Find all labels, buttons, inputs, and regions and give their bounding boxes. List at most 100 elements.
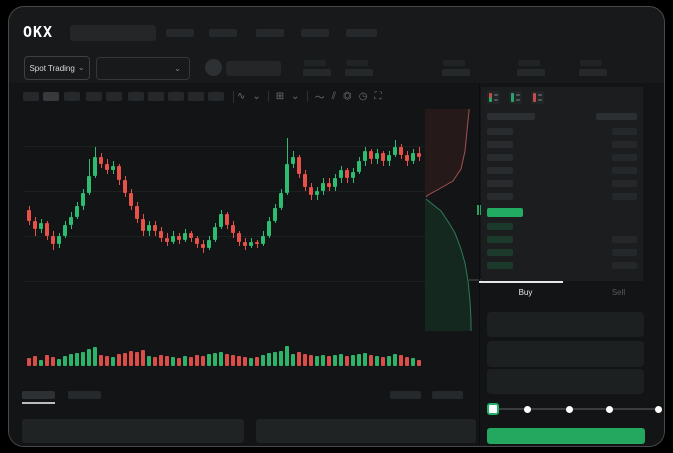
ask-amount[interactable]: [612, 193, 637, 200]
slider-stop-dot[interactable]: [606, 406, 613, 413]
volume-bar: [189, 357, 193, 366]
candle-wick: [256, 239, 258, 249]
search-input[interactable]: [70, 25, 156, 41]
book-icon-column: [489, 93, 492, 102]
last-price-placeholder: [226, 61, 281, 76]
percent-slider-handle[interactable]: [487, 403, 499, 415]
ask-amount[interactable]: [612, 180, 637, 187]
depth-bids-line: [425, 198, 472, 331]
nav-item[interactable]: [209, 29, 237, 37]
ask-amount[interactable]: [612, 141, 637, 148]
nav-item[interactable]: [301, 29, 329, 37]
candle-style-icon[interactable]: ∿: [237, 90, 246, 102]
pair-dropdown[interactable]: ⌄: [96, 57, 190, 80]
timeframe-button[interactable]: [64, 92, 80, 101]
timeframe-button[interactable]: [23, 92, 39, 101]
ticker-stat-label: [518, 60, 540, 66]
volume-bar: [111, 357, 115, 366]
fullscreen-icon[interactable]: ⛶: [374, 90, 382, 102]
ask-price[interactable]: [487, 141, 513, 148]
timeframe-button[interactable]: [148, 92, 164, 101]
candle-body: [339, 169, 343, 179]
candlestick-chart[interactable]: [23, 107, 425, 369]
candle-body: [129, 193, 133, 206]
timeframe-button[interactable]: [168, 92, 184, 101]
measure-icon[interactable]: ⫽: [331, 90, 337, 102]
price-field[interactable]: [487, 312, 644, 337]
book-icon-line: [538, 99, 542, 101]
timeframe-button[interactable]: [188, 92, 204, 101]
timeframe-button[interactable]: [106, 92, 122, 101]
bid-price[interactable]: [487, 262, 513, 269]
volume-bar: [399, 355, 403, 366]
depth-asks-area: [425, 109, 469, 197]
volume-bar: [225, 354, 229, 366]
volume-bar: [231, 355, 235, 366]
buy-submit-button[interactable]: [487, 428, 645, 444]
candle-body: [141, 218, 145, 232]
last-price-badge: [487, 208, 523, 217]
timeframe-button[interactable]: [208, 92, 224, 101]
candle-style-chevron-icon[interactable]: ⌄: [252, 90, 261, 102]
volume-bar: [363, 353, 367, 366]
candle-body: [375, 152, 379, 160]
ask-price[interactable]: [487, 193, 513, 200]
history-icon[interactable]: ◷: [358, 90, 368, 102]
ask-price[interactable]: [487, 167, 513, 174]
candle-body: [327, 182, 331, 187]
slider-stop-dot[interactable]: [655, 406, 662, 413]
timeframe-button[interactable]: [86, 92, 102, 101]
orders-action[interactable]: [390, 391, 421, 399]
book-asks-icon[interactable]: [531, 91, 544, 104]
candle-body: [45, 222, 49, 236]
book-header-amount: [596, 113, 637, 120]
candle-body: [249, 241, 253, 247]
book-both-icon[interactable]: [487, 91, 500, 104]
candle-body: [117, 165, 121, 181]
slider-stop-dot[interactable]: [566, 406, 573, 413]
depth-chart: [425, 109, 481, 331]
drawing-tools-icon[interactable]: 〜: [314, 92, 325, 104]
ask-amount[interactable]: [612, 154, 637, 161]
timeframe-button[interactable]: [43, 92, 59, 101]
active-orders-tab-indicator: [22, 402, 55, 404]
candle-body: [207, 239, 211, 249]
tab-sell[interactable]: Sell: [611, 288, 626, 297]
volume-bar: [45, 355, 49, 366]
market-type-dropdown[interactable]: Spot Trading ⌄: [24, 56, 90, 80]
orders-tab[interactable]: [68, 391, 101, 399]
indicators-chevron-icon[interactable]: ⌄: [291, 90, 300, 102]
volume-bar: [153, 357, 157, 366]
bid-price[interactable]: [487, 236, 513, 243]
orders-tab-active[interactable]: [22, 391, 55, 399]
camera-icon[interactable]: ⏣: [343, 90, 352, 102]
candle-body: [69, 216, 73, 225]
total-field[interactable]: [487, 369, 644, 394]
bid-amount[interactable]: [612, 262, 637, 269]
timeframe-button[interactable]: [128, 92, 144, 101]
bid-price[interactable]: [487, 249, 513, 256]
slider-stop-dot[interactable]: [524, 406, 531, 413]
ask-price[interactable]: [487, 154, 513, 161]
indicators-icon[interactable]: ⊞: [275, 90, 285, 102]
nav-item[interactable]: [256, 29, 284, 37]
tab-buy[interactable]: Buy: [518, 288, 533, 297]
ask-amount[interactable]: [612, 128, 637, 135]
bid-amount[interactable]: [612, 249, 637, 256]
ask-price[interactable]: [487, 128, 513, 135]
percent-slider-track[interactable]: [491, 408, 657, 410]
nav-item[interactable]: [166, 29, 194, 37]
candle-body: [291, 157, 295, 164]
candle-body: [27, 210, 31, 221]
volume-bar: [339, 354, 343, 366]
bid-price[interactable]: [487, 223, 513, 230]
book-bids-icon[interactable]: [509, 91, 522, 104]
bid-amount[interactable]: [612, 236, 637, 243]
nav-item-right[interactable]: [349, 29, 377, 37]
ask-amount[interactable]: [612, 167, 637, 174]
candle-body: [147, 225, 151, 232]
panel-divider: [479, 83, 480, 446]
amount-field[interactable]: [487, 341, 644, 367]
ask-price[interactable]: [487, 180, 513, 187]
orders-action[interactable]: [432, 391, 463, 399]
